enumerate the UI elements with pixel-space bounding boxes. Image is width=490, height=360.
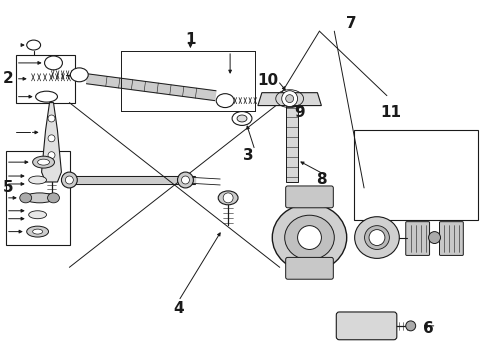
Circle shape [48,152,55,159]
Ellipse shape [48,193,59,203]
Text: 4: 4 [173,301,184,316]
Text: 11: 11 [380,105,401,120]
Ellipse shape [61,172,77,188]
Text: 6: 6 [423,321,434,336]
Ellipse shape [216,94,234,108]
Bar [286,105,297,182]
Ellipse shape [65,176,74,184]
Ellipse shape [29,211,47,219]
FancyBboxPatch shape [336,312,397,340]
Ellipse shape [36,91,57,102]
Circle shape [48,135,55,142]
Ellipse shape [26,226,49,237]
Text: 1: 1 [185,32,196,46]
Text: 5: 5 [2,180,13,195]
Ellipse shape [24,193,54,203]
Ellipse shape [237,115,247,122]
Polygon shape [70,176,196,184]
FancyBboxPatch shape [286,186,333,208]
Bar [354,130,478,220]
Ellipse shape [33,156,54,168]
Polygon shape [87,74,216,100]
Text: 10: 10 [257,73,278,88]
Ellipse shape [365,226,390,249]
Ellipse shape [218,191,238,205]
Ellipse shape [406,321,416,331]
Text: 2: 2 [2,71,13,86]
Bar [6,151,71,246]
Ellipse shape [285,215,334,260]
Circle shape [369,230,385,246]
Ellipse shape [33,229,43,234]
Ellipse shape [45,56,62,70]
Circle shape [282,91,297,107]
Text: 8: 8 [316,172,327,188]
Bar [16,55,75,103]
Polygon shape [42,103,61,182]
Text: 3: 3 [243,148,253,163]
Circle shape [286,95,294,103]
Text: 9: 9 [294,105,305,120]
Ellipse shape [181,176,190,184]
Ellipse shape [71,68,88,82]
Circle shape [48,115,55,122]
Ellipse shape [355,217,399,258]
Ellipse shape [38,159,49,165]
FancyBboxPatch shape [440,222,464,255]
Circle shape [297,226,321,249]
Ellipse shape [29,176,47,184]
Ellipse shape [232,112,252,125]
Ellipse shape [26,40,41,50]
Ellipse shape [177,172,194,188]
Ellipse shape [429,231,441,243]
Circle shape [223,193,233,203]
Ellipse shape [272,204,347,271]
Polygon shape [258,93,321,105]
FancyBboxPatch shape [286,257,333,279]
Text: 7: 7 [346,16,357,31]
FancyBboxPatch shape [406,222,430,255]
Ellipse shape [20,193,32,203]
